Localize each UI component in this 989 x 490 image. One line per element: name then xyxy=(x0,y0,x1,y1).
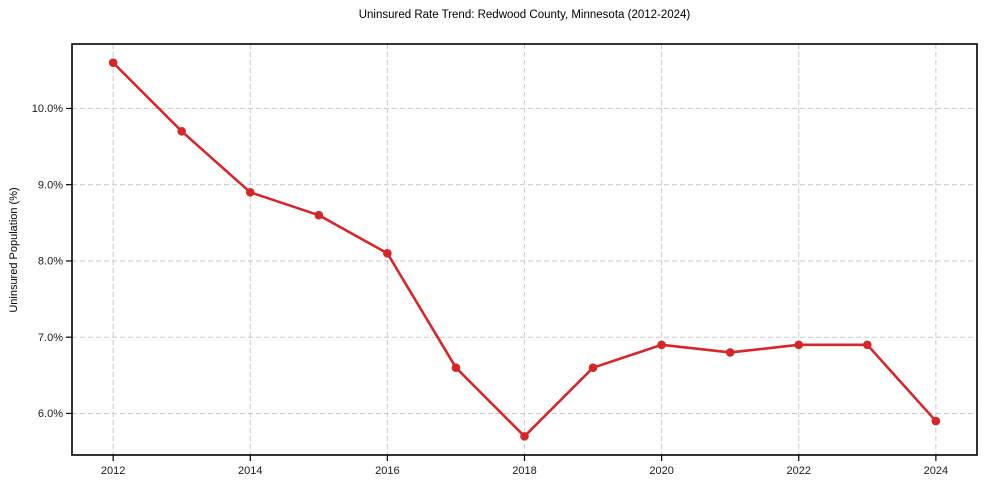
data-point-2017 xyxy=(451,363,461,372)
data-point-2022 xyxy=(794,340,804,350)
x-tick-label: 2024 xyxy=(924,465,948,477)
data-point-2019 xyxy=(588,363,598,372)
y-tick-label: 10.0% xyxy=(32,103,63,115)
data-point-2012 xyxy=(108,58,118,67)
data-point-2023 xyxy=(863,340,872,350)
plot-border xyxy=(71,43,978,456)
data-point-2018 xyxy=(520,432,529,441)
y-tick-label: 6.0% xyxy=(38,408,63,420)
data-point-2024 xyxy=(931,416,941,426)
plot-background xyxy=(72,44,977,455)
x-tick-label: 2014 xyxy=(238,465,262,477)
data-point-2021 xyxy=(725,348,735,357)
x-tick-label: 2020 xyxy=(649,465,673,477)
x-tick-label: 2018 xyxy=(512,465,536,477)
chart-title: Uninsured Rate Trend: Redwood County, Mi… xyxy=(358,9,691,21)
y-tick-label: 9.0% xyxy=(38,179,63,191)
data-point-2014 xyxy=(245,188,255,197)
data-point-2015 xyxy=(314,210,324,220)
x-tick-label: 2016 xyxy=(375,465,399,477)
y-tick-label: 8.0% xyxy=(38,256,63,268)
y-tick-label: 7.0% xyxy=(38,332,63,344)
data-point-2016 xyxy=(383,249,392,258)
data-point-2013 xyxy=(177,127,186,136)
data-point-2020 xyxy=(657,340,666,350)
x-tick-label: 2022 xyxy=(787,465,811,477)
x-tick-label: 2012 xyxy=(101,465,125,477)
